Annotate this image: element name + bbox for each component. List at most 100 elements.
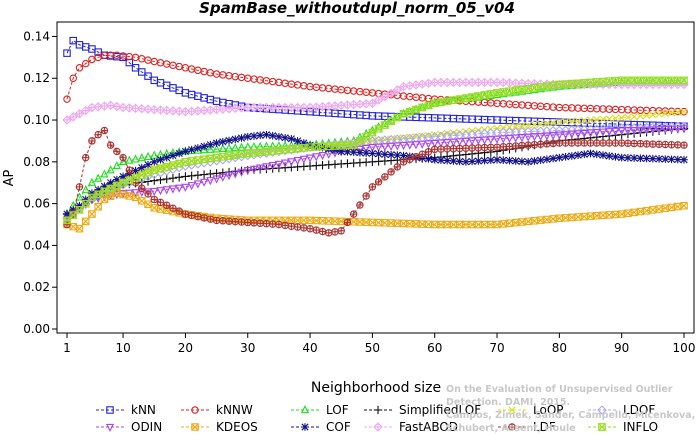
- data-point: [301, 423, 309, 431]
- data-point: [392, 85, 403, 95]
- data-point: [300, 216, 308, 225]
- data-point: [636, 112, 644, 120]
- data-point: [181, 89, 190, 97]
- data-point: [624, 209, 632, 217]
- data-point: [679, 76, 689, 85]
- data-point: [568, 213, 576, 222]
- data-point: [524, 141, 532, 149]
- data-point: [474, 136, 483, 146]
- legend-label: FastABOD: [399, 420, 458, 434]
- data-point: [555, 139, 564, 147]
- data-point: [436, 139, 446, 148]
- data-point: [611, 153, 620, 161]
- data-point: [144, 72, 152, 80]
- data-point: [480, 143, 489, 152]
- data-point: [106, 192, 115, 201]
- data-point: [75, 192, 84, 201]
- series-knnw: [63, 51, 688, 116]
- data-point: [68, 211, 78, 219]
- data-point: [399, 141, 408, 151]
- data-point: [667, 125, 676, 134]
- data-point: [567, 130, 576, 139]
- data-point: [187, 171, 196, 181]
- data-point: [250, 132, 258, 140]
- data-point: [511, 134, 520, 143]
- data-point: [649, 140, 657, 148]
- data-point: [106, 406, 114, 414]
- data-point: [574, 151, 582, 159]
- data-point: [224, 143, 234, 152]
- data-point: [131, 154, 140, 163]
- data-point: [505, 219, 514, 228]
- x-tick-label: 80: [552, 341, 567, 355]
- data-point: [430, 145, 439, 154]
- data-point: [549, 119, 557, 127]
- legend-item: LoOP: [498, 403, 564, 417]
- data-point: [586, 129, 595, 138]
- data-point: [237, 218, 246, 226]
- data-point: [536, 156, 545, 164]
- data-point: [367, 128, 377, 137]
- data-point: [249, 165, 259, 174]
- data-point: [542, 132, 551, 141]
- data-point: [144, 160, 152, 169]
- data-point: [642, 154, 651, 163]
- data-point: [524, 217, 532, 226]
- data-point: [530, 157, 539, 165]
- data-point: [88, 210, 96, 218]
- data-point: [143, 177, 153, 186]
- data-point: [373, 405, 383, 415]
- data-point: [312, 153, 321, 162]
- legend-label: kNN: [131, 403, 156, 417]
- data-point: [125, 189, 134, 198]
- data-point: [549, 139, 557, 148]
- data-point: [68, 112, 79, 122]
- data-point: [125, 166, 134, 174]
- data-point: [268, 162, 277, 171]
- legend-label: LoOP: [533, 403, 564, 417]
- data-point: [568, 139, 576, 147]
- data-point: [574, 213, 582, 221]
- data-point: [243, 142, 252, 151]
- data-point: [362, 144, 371, 154]
- data-point: [605, 115, 613, 123]
- data-point: [156, 198, 165, 207]
- legend-item: SimplifiedLOF: [364, 403, 481, 417]
- data-point: [499, 220, 508, 228]
- data-point: [673, 125, 682, 134]
- data-point: [137, 163, 146, 172]
- data-point: [530, 121, 539, 129]
- data-point: [499, 135, 508, 144]
- data-point: [543, 140, 551, 148]
- data-point: [630, 113, 638, 121]
- data-point: [580, 139, 589, 147]
- data-point: [63, 49, 71, 57]
- data-point: [368, 183, 377, 191]
- data-point: [649, 154, 657, 163]
- data-point: [355, 145, 365, 154]
- y-tick-label: 0.08: [23, 155, 50, 169]
- legend-item: INFLO: [588, 420, 658, 434]
- data-point: [654, 126, 664, 135]
- data-point: [191, 423, 199, 431]
- data-point: [505, 123, 514, 131]
- data-point: [549, 215, 557, 223]
- data-point: [437, 145, 445, 153]
- data-point: [524, 158, 532, 166]
- legend-label: ODIN: [131, 420, 162, 434]
- data-point: [243, 167, 252, 176]
- data-point: [592, 150, 601, 159]
- data-point: [275, 132, 283, 141]
- data-point: [599, 115, 607, 123]
- data-point: [169, 151, 177, 160]
- data-point: [661, 140, 670, 149]
- x-tick-label: 50: [365, 341, 380, 355]
- data-point: [592, 139, 601, 147]
- data-point: [156, 79, 165, 87]
- data-point: [361, 133, 371, 141]
- data-point: [318, 151, 327, 161]
- data-point: [549, 154, 557, 163]
- x-tick-label: 70: [489, 341, 504, 355]
- data-point: [219, 137, 227, 146]
- data-point: [430, 139, 439, 149]
